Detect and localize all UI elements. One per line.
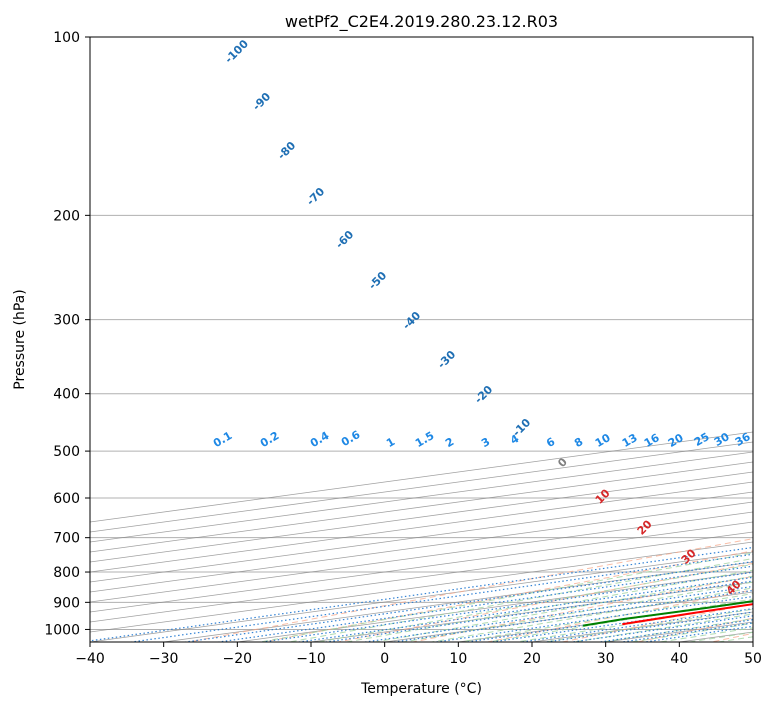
isotherm-lines	[90, 431, 753, 642]
x-tick-label: −20	[223, 651, 253, 667]
y-tick-label: 500	[53, 444, 80, 460]
isotherm-line	[90, 481, 753, 573]
y-tick-label: 200	[53, 208, 80, 224]
mixing-ratio-line	[361, 585, 753, 642]
y-tick-label: 1000	[44, 622, 80, 638]
x-tick-label: −30	[149, 651, 179, 667]
isotherm-line	[90, 461, 753, 553]
x-tick-label: −40	[75, 651, 105, 667]
y-tick-label: 100	[53, 30, 80, 46]
y-tick-label: 600	[53, 491, 80, 507]
y-tick-label: 400	[53, 387, 80, 403]
x-tick-label: 20	[523, 651, 541, 667]
chart-title: wetPf2_C2E4.2019.280.23.12.R03	[285, 12, 558, 32]
x-tick-label: −10	[296, 651, 326, 667]
dry-adiabat-line	[186, 538, 753, 642]
mixing-ratio-line	[389, 589, 753, 642]
y-tick-label: 700	[53, 531, 80, 547]
mixing-ratio-line	[432, 595, 753, 642]
isobar-grid	[90, 37, 753, 630]
isotherm-line	[90, 521, 753, 613]
y-axis-ticks: 100 200 300 400 500 600 700 800 900 1000	[44, 30, 90, 638]
x-tick-label: 0	[380, 651, 389, 667]
moist-adiabat-line	[371, 575, 753, 642]
y-tick-label: 900	[53, 595, 80, 611]
dry-adiabats	[186, 538, 753, 642]
isotherm-line	[90, 501, 753, 593]
isotherm-line	[90, 531, 753, 623]
dry-adiabat-line	[410, 575, 753, 642]
dry-adiabat-line	[260, 550, 753, 642]
isotherm-line	[90, 491, 753, 583]
x-axis-label: Temperature (°C)	[360, 681, 482, 697]
x-tick-label: 40	[670, 651, 688, 667]
x-axis-ticks: −40 −30 −20 −10 0 10 20 30 40 50	[75, 642, 762, 667]
moist-adiabat-line	[286, 557, 753, 642]
isotherm-line	[90, 471, 753, 563]
plot-frame	[89, 36, 754, 643]
mixing-ratio-lines	[90, 546, 753, 642]
x-tick-label: 30	[597, 651, 615, 667]
y-axis-label: Pressure (hPa)	[12, 289, 28, 389]
moist-adiabat-line	[314, 563, 753, 642]
y-tick-label: 800	[53, 565, 80, 581]
x-tick-label: 10	[449, 651, 467, 667]
moist-adiabat-line	[541, 608, 753, 642]
moist-adiabat-line	[257, 552, 753, 642]
x-tick-label: 50	[744, 651, 762, 667]
mixing-ratio-line	[181, 561, 753, 642]
isotherm-line	[90, 541, 753, 633]
mixing-ratio-line	[321, 580, 753, 642]
y-tick-label: 300	[53, 313, 80, 329]
isotherm-line	[90, 511, 753, 603]
